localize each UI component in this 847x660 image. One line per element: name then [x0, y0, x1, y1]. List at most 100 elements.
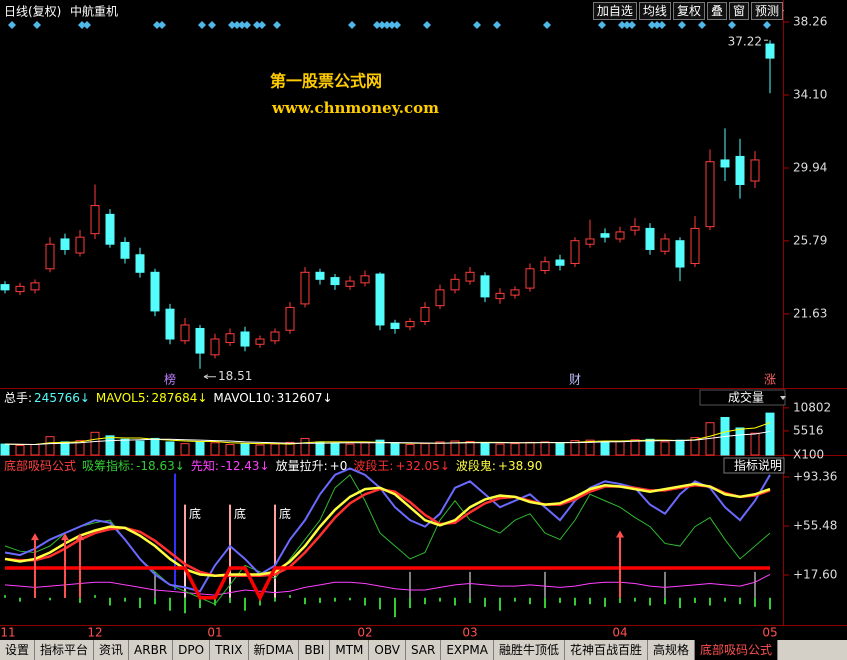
volume-bar	[285, 441, 295, 456]
histogram-bar	[154, 597, 156, 605]
tab[interactable]: DPO	[173, 640, 211, 660]
histogram-bar	[754, 597, 756, 607]
volume-bar	[495, 443, 505, 456]
candle-body	[405, 320, 415, 328]
candle-body	[510, 289, 520, 296]
info-diamond	[198, 21, 206, 29]
info-diamond	[678, 21, 686, 29]
selector-box[interactable]	[699, 389, 786, 406]
tab[interactable]: 资讯	[94, 640, 130, 660]
toolbar-button[interactable]: 均线	[638, 2, 671, 20]
histogram-bar	[379, 597, 381, 610]
histogram-bar	[604, 597, 606, 607]
tab[interactable]: OBV	[369, 640, 406, 660]
y-tick-label: 29.94	[793, 161, 827, 175]
bottom-label: 底	[234, 506, 246, 521]
histogram-bar	[574, 597, 576, 606]
series-label: 吸筹指标:	[82, 458, 134, 473]
series-value: -18.63↓	[136, 459, 185, 473]
series-value: +38.90	[498, 459, 542, 473]
y-tick-label: +17.60	[793, 567, 837, 581]
volume-bar	[525, 441, 535, 456]
volume-bar	[615, 440, 625, 456]
info-diamond	[238, 21, 246, 29]
histogram-bar	[409, 597, 411, 609]
histogram-bar	[454, 597, 456, 606]
histogram-bar	[709, 597, 711, 606]
tab[interactable]: 新DMA	[249, 640, 300, 660]
histogram-bar	[199, 597, 201, 609]
volume-selector[interactable]: 成交量	[728, 390, 764, 405]
candle-body	[570, 240, 580, 265]
tab[interactable]: 融胜牛顶低	[494, 640, 565, 660]
histogram-bar	[139, 597, 141, 609]
tab[interactable]: ARBR	[129, 640, 174, 660]
volume-bar	[120, 438, 130, 456]
total-value: 245766↓	[34, 391, 90, 405]
y-tick-label: 5516	[793, 423, 824, 437]
volume-bar	[435, 441, 445, 456]
volume-bar	[765, 412, 775, 456]
tab[interactable]: BBI	[299, 640, 331, 660]
period-label: 日线(复权)	[4, 5, 61, 19]
toolbar-button[interactable]: 窗	[728, 2, 749, 20]
candle-body	[720, 159, 730, 168]
info-diamond	[623, 21, 631, 29]
toolbar-button[interactable]: 预测	[750, 2, 783, 20]
tab[interactable]: TRIX	[210, 640, 249, 660]
info-diamond	[373, 21, 381, 29]
tab[interactable]: EXPMA	[441, 640, 494, 660]
tab[interactable]: MTM	[330, 640, 370, 660]
info-diamond	[8, 21, 16, 29]
candle-body	[15, 285, 25, 293]
explain-button[interactable]: 指标说明	[734, 458, 782, 473]
indicator-line	[4, 474, 771, 605]
info-diamond	[658, 21, 666, 29]
y-tick-label: 34.10	[793, 87, 827, 101]
toolbar-button[interactable]: 加自选	[592, 2, 637, 20]
toolbar-button[interactable]: 复权	[672, 2, 705, 20]
volume-bar	[480, 442, 490, 456]
volume-bar	[735, 427, 745, 456]
series-label: 放量拉升:	[276, 458, 328, 473]
volume-bar	[165, 441, 175, 456]
candle-body	[240, 331, 250, 347]
candle-body	[30, 282, 40, 291]
tab[interactable]: 高规格	[648, 640, 695, 660]
explain-box[interactable]	[723, 457, 785, 474]
histogram-bar	[109, 597, 111, 606]
candle-body	[180, 324, 190, 342]
histogram-bar	[529, 597, 531, 605]
candle-body	[270, 331, 280, 342]
tab[interactable]: 底部吸码公式	[694, 640, 778, 660]
volume-bar	[660, 441, 670, 456]
dropdown-icon	[780, 396, 786, 400]
histogram-bar	[289, 595, 291, 598]
info-diamond	[233, 21, 241, 29]
x-tick-label: 02	[357, 626, 372, 640]
y-tick-label: 10802	[793, 400, 831, 414]
tab[interactable]: 设置	[0, 640, 36, 660]
tab[interactable]: 花神百战百胜	[565, 640, 648, 660]
candle-body	[375, 273, 385, 326]
ma-label: MAVOL10:	[213, 391, 274, 405]
candle-body	[300, 271, 310, 305]
tab[interactable]: 指标平台	[35, 640, 95, 660]
candle-body	[600, 233, 610, 238]
volume-bar	[15, 444, 25, 456]
toolbar-button[interactable]: 叠	[706, 2, 727, 20]
volume-bar	[30, 444, 40, 456]
info-diamond	[83, 21, 91, 29]
volume-bar	[570, 440, 580, 456]
volume-bar	[600, 440, 610, 456]
candle-body	[450, 278, 460, 291]
tab[interactable]: SAR	[406, 640, 442, 660]
volume-bar	[60, 441, 70, 456]
candle-body	[315, 271, 325, 280]
threshold-line	[5, 566, 770, 602]
volume-bar	[45, 436, 55, 456]
info-diamond	[228, 21, 236, 29]
histogram-bar	[619, 597, 621, 603]
candle-body	[585, 238, 595, 245]
candle-body	[255, 338, 265, 345]
